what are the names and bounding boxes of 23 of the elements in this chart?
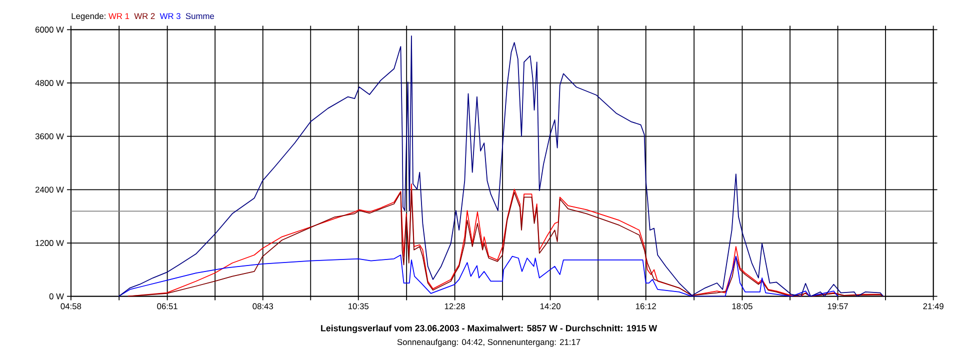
x-tick-label: 21:49: [923, 303, 944, 310]
text: Leistungsverlauf vom 23.06.2003 - Maximalwert: 5857 W - Durchschnitt: 1915 W: [321, 324, 658, 334]
x-tick-label: 12:28: [444, 303, 465, 310]
x-tick-label: 19:57: [828, 303, 848, 310]
y-tick-label: 0 W: [49, 294, 64, 300]
text: WR 1: [108, 13, 130, 20]
x-tick-label: 18:05: [732, 303, 752, 310]
x-tick-label: 10:35: [348, 303, 369, 310]
text: WR 2: [134, 13, 155, 20]
y-tick-label: 2400 W: [35, 186, 64, 193]
y-tick-label: 4800 W: [35, 80, 64, 86]
y-tick-label: 6000 W: [35, 26, 64, 33]
x-tick-label: 14:20: [540, 303, 560, 310]
x-tick-label: 04:58: [60, 303, 82, 310]
x-tick-label: 08:43: [252, 303, 274, 310]
x-tick-label: 06:51: [157, 303, 178, 310]
text: Sonnenaufgang: 04:42, Sonnenuntergang: 21:17: [397, 339, 580, 347]
x-tick-label: 16:12: [636, 303, 656, 310]
y-tick-label: 1200 W: [36, 240, 64, 246]
y-tick-label: 3600 W: [35, 134, 64, 140]
text: Summe: [186, 13, 214, 20]
legend-title: Legende:: [72, 13, 106, 21]
text: WR 3: [160, 13, 180, 20]
